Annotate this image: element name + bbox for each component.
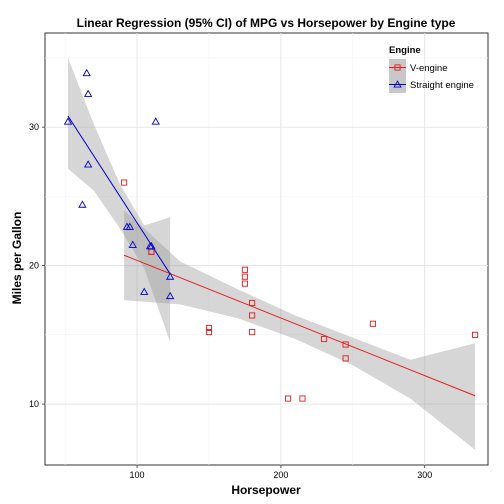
data-point (342, 355, 349, 362)
legend-label: Straight engine (410, 80, 474, 91)
grid-minor (45, 33, 488, 465)
data-point (128, 240, 137, 248)
data-point (140, 287, 149, 295)
data-point (121, 179, 128, 186)
data-point (151, 117, 160, 125)
y-axis-title: Miles per Gallon (10, 212, 24, 305)
legend-key-marker (393, 80, 402, 88)
data-point (285, 395, 292, 402)
y-tick-label: 30 (29, 122, 39, 132)
confidence-bands (68, 57, 476, 450)
data-point (241, 280, 248, 287)
data-point (241, 266, 248, 273)
plot-panel (44, 32, 489, 466)
legend-title: Engine (389, 45, 421, 56)
x-tick-label: 300 (417, 470, 432, 480)
y-tick-label: 10 (29, 399, 39, 409)
x-tick-label: 200 (273, 470, 288, 480)
data-point (249, 299, 256, 307)
data-point (320, 335, 328, 343)
data-point (249, 329, 256, 336)
data-point (249, 312, 256, 319)
data-point (299, 395, 306, 402)
data-point (145, 241, 155, 250)
confidence-band (124, 210, 476, 450)
data-point (165, 272, 175, 280)
data-point (369, 320, 376, 327)
data-point (78, 200, 87, 208)
legend-key-marker (394, 64, 401, 71)
axes: 100 200 300 10 20 30 (29, 122, 432, 480)
y-tick-label: 20 (29, 261, 39, 271)
regression-line (123, 254, 476, 397)
data-point (165, 291, 175, 300)
data-points (63, 68, 479, 402)
data-point (205, 329, 213, 336)
data-point (122, 222, 132, 230)
data-point (83, 160, 93, 168)
data-point (63, 117, 73, 125)
data-point (342, 341, 349, 348)
chart-title: Linear Regression (95% CI) of MPG vs Hor… (77, 16, 456, 30)
legend: Engine V-engine Straight engine (389, 45, 474, 93)
x-tick-label: 100 (130, 470, 145, 480)
x-axis-title: Horsepower (231, 483, 301, 497)
grid-major (45, 33, 488, 465)
legend-label: V-engine (410, 63, 448, 74)
confidence-band (68, 57, 171, 342)
data-point (241, 273, 248, 280)
data-point (472, 331, 479, 338)
data-point (83, 89, 93, 97)
data-point (82, 68, 91, 77)
data-point (205, 324, 213, 331)
